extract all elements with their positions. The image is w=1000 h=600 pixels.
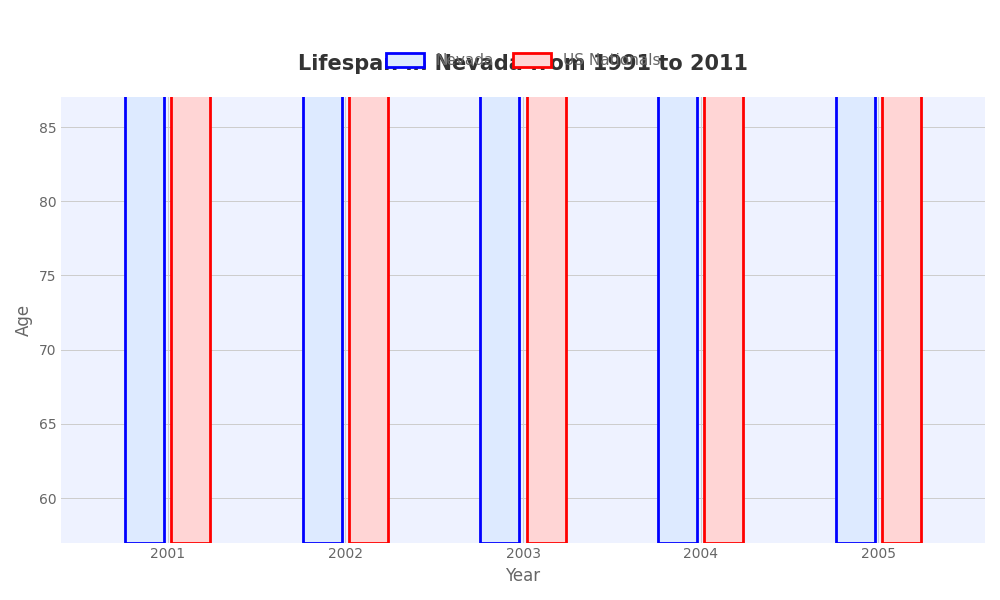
Legend: Nevada, US Nationals: Nevada, US Nationals (379, 47, 667, 74)
Bar (882, 0, 921, 542)
Bar (480, 0, 519, 542)
X-axis label: Year: Year (505, 567, 541, 585)
Bar (704, 0, 743, 542)
Title: Lifespan in Nevada from 1991 to 2011: Lifespan in Nevada from 1991 to 2011 (298, 53, 748, 74)
Y-axis label: Age: Age (15, 304, 33, 336)
Bar (171, 0, 210, 542)
Bar (527, 0, 566, 542)
Bar (125, 0, 164, 542)
Bar (836, 0, 875, 542)
Bar (658, 0, 697, 542)
Bar (303, 0, 342, 542)
Bar (349, 0, 388, 542)
